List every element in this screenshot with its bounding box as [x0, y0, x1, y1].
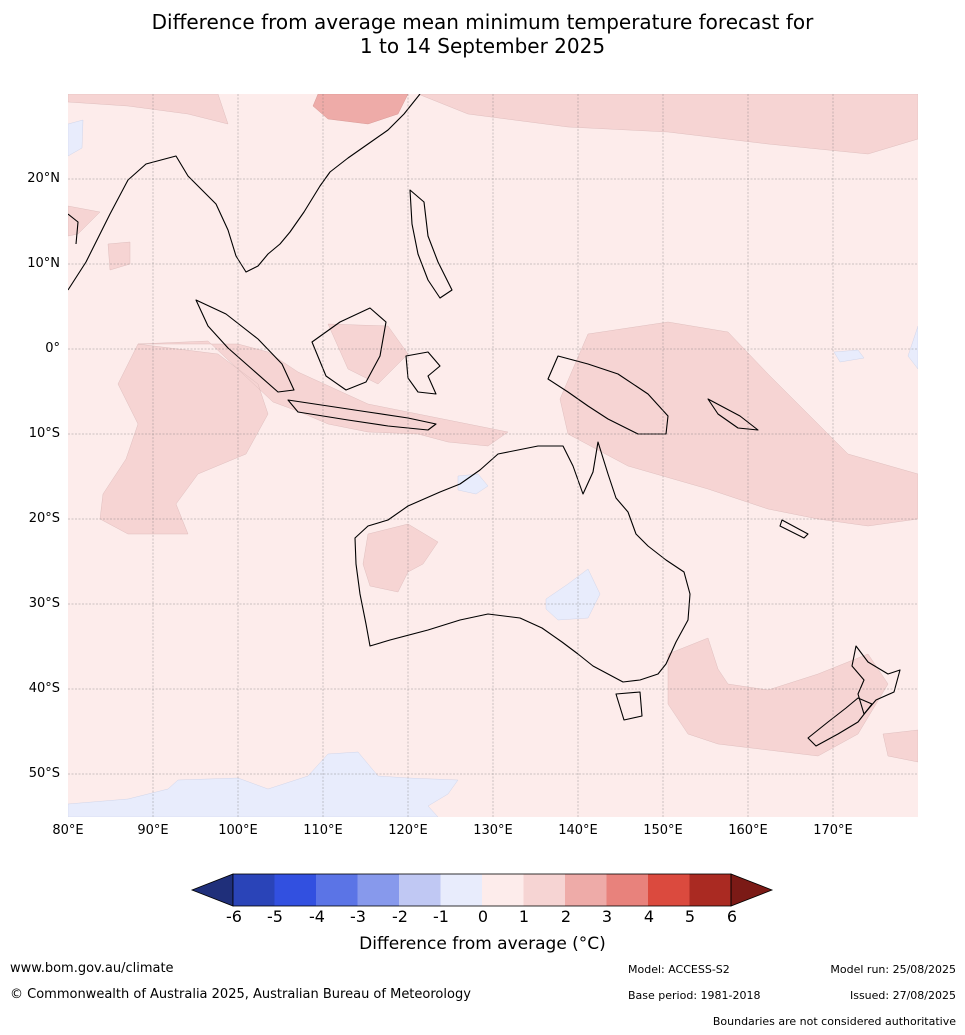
- lon-label-170e: 170°E: [813, 823, 853, 838]
- sulawesi-coastline: [405, 351, 441, 395]
- lat-label-40s: 40°S: [28, 681, 60, 696]
- region-tasman: [667, 637, 889, 757]
- model-text: Model: ACCESS-S2: [628, 963, 730, 976]
- colorbar-bin-m3: [316, 874, 358, 906]
- new-guinea-coastline: [547, 355, 669, 435]
- colorbar-tick-p1: 1: [518, 907, 530, 926]
- anomaly-regions-cool: [68, 119, 918, 817]
- tasmania-coastline: [615, 691, 643, 721]
- colorbar-tick-m3: -3: [350, 907, 366, 926]
- colorbar-tick-m5: -5: [267, 907, 283, 926]
- region-west-edge: [68, 119, 84, 157]
- region-north-pacific: [417, 94, 918, 155]
- issued-text: Issued: 27/08/2025: [849, 989, 956, 1002]
- region-southern-ocean: [68, 751, 459, 817]
- colorbar-frame: [232, 873, 732, 907]
- copyright-text: © Commonwealth of Australia 2025, Austra…: [10, 987, 471, 1002]
- new-zealand-south: [807, 697, 873, 747]
- lon-label-80e: 80°E: [52, 823, 84, 838]
- disclaimer-text: Boundaries are not considered authoritat…: [712, 1015, 956, 1028]
- lon-label-100e: 100°E: [218, 823, 258, 838]
- coastlines: [68, 94, 901, 747]
- region-east-edge: [907, 325, 918, 370]
- lon-label-90e: 90°E: [137, 823, 169, 838]
- colorbar-tick-p3: 3: [601, 907, 613, 926]
- colorbar-tick-p4: 4: [643, 907, 655, 926]
- lon-label-150e: 150°E: [643, 823, 683, 838]
- lat-label-50s: 50°S: [28, 766, 60, 781]
- lon-label-140e: 140°E: [558, 823, 598, 838]
- colorbar-bin-m2: [357, 874, 399, 906]
- colorbar-tick-p5: 5: [684, 907, 696, 926]
- colorbar-bin-m1: [399, 874, 441, 906]
- model-run-text: Model run: 25/08/2025: [830, 963, 956, 976]
- colorbar-bin-p1: [523, 874, 565, 906]
- region-equatorial-pacific: [833, 349, 865, 363]
- colorbar-bin-m4: [274, 874, 316, 906]
- forecast-map: [68, 94, 918, 817]
- colorbar-bin-0b: [482, 874, 524, 906]
- lon-label-160e: 160°E: [728, 823, 768, 838]
- colorbar-tick-m4: -4: [309, 907, 325, 926]
- borneo-coastline: [311, 307, 387, 391]
- colorbar-tick-0: 0: [477, 907, 489, 926]
- region-indian-ocean: [99, 340, 509, 535]
- lon-label-120e: 120°E: [388, 823, 428, 838]
- region-maritime: [327, 323, 409, 385]
- colorbar: [190, 873, 774, 907]
- colorbar-bin-p5: [689, 874, 731, 906]
- website-link[interactable]: www.bom.gov.au/climate: [10, 961, 174, 976]
- anomaly-regions-hot: [312, 94, 409, 125]
- title-line-2: 1 to 14 September 2025: [359, 34, 606, 58]
- new-caledonia: [779, 519, 809, 539]
- region-small-1: [68, 205, 101, 237]
- colorbar-tick-p2: 2: [560, 907, 572, 926]
- lat-label-30s: 30°S: [28, 596, 60, 611]
- colorbar-tick-m2: -2: [392, 907, 408, 926]
- lat-label-20n: 20°N: [27, 171, 60, 186]
- region-southeast: [882, 729, 918, 763]
- asia-coastline: [68, 94, 421, 291]
- region-china: [312, 94, 409, 125]
- india-coastline: [68, 213, 79, 245]
- colorbar-bin-p2: [565, 874, 607, 906]
- philippines-coastline: [409, 189, 453, 299]
- region-great-australian: [545, 568, 601, 621]
- region-small-2: [107, 241, 131, 271]
- lon-label-110e: 110°E: [303, 823, 343, 838]
- title-line-1: Difference from average mean minimum tem…: [151, 10, 814, 34]
- colorbar-tick-p6: 6: [726, 907, 738, 926]
- lon-label-130e: 130°E: [473, 823, 513, 838]
- new-zealand-north: [851, 645, 901, 715]
- base-period-text: Base period: 1981-2018: [628, 989, 761, 1002]
- colorbar-tick-m1: -1: [433, 907, 449, 926]
- colorbar-bin-p3: [606, 874, 648, 906]
- lat-label-0: 0°: [45, 341, 60, 356]
- australia-coastline: [354, 441, 691, 683]
- region-north-west: [68, 94, 229, 125]
- lat-label-10s: 10°S: [28, 426, 60, 441]
- solomon-islands: [707, 398, 759, 431]
- lat-label-10n: 10°N: [27, 256, 60, 271]
- colorbar-min-arrow: [190, 873, 234, 907]
- anomaly-regions-warm: [68, 94, 918, 763]
- colorbar-label: Difference from average (°C): [359, 934, 606, 954]
- colorbar-bin-p4: [648, 874, 690, 906]
- map-title: Difference from average mean minimum tem…: [0, 10, 965, 58]
- colorbar-tick-m6: -6: [226, 907, 242, 926]
- sumatra-coastline: [195, 299, 295, 393]
- colorbar-bin-0a: [440, 874, 482, 906]
- colorbar-max-arrow: [730, 873, 774, 907]
- lat-label-20s: 20°S: [28, 511, 60, 526]
- graticule: [68, 94, 918, 817]
- colorbar-bin-m5: [233, 874, 275, 906]
